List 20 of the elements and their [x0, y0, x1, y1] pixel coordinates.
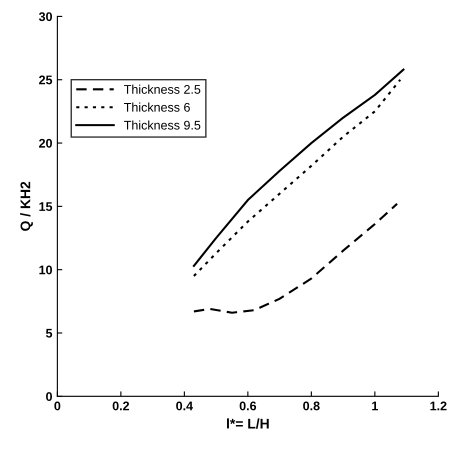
legend-label: Thickness 6 [124, 102, 190, 112]
y-tick-label: 10 [39, 265, 52, 274]
x-tick-label: 1.2 [430, 401, 447, 410]
x-tick-label: 0.4 [176, 401, 193, 410]
x-tick-label: 1 [372, 402, 378, 410]
y-tick-label: 15 [39, 202, 52, 212]
x-tick-label: 0.8 [303, 401, 320, 410]
legend-label: Thickness 9.5 [124, 120, 200, 130]
y-tick-label: 20 [39, 138, 52, 148]
x-tick-label: 0.6 [240, 401, 256, 410]
legend-label: Thickness 2.5 [124, 84, 200, 94]
x-axis-title: l*= L/H [227, 418, 269, 429]
y-tick-label: 30 [38, 12, 52, 22]
x-tick-label: 0 [54, 401, 60, 410]
y-tick-label: 25 [39, 76, 52, 84]
y-axis-title: Q / KH2 [20, 182, 33, 231]
line-series [192, 202, 398, 314]
y-tick-label: 5 [46, 328, 52, 338]
y-tick-label: 0 [46, 392, 52, 401]
x-tick-label: 0.2 [112, 401, 130, 410]
